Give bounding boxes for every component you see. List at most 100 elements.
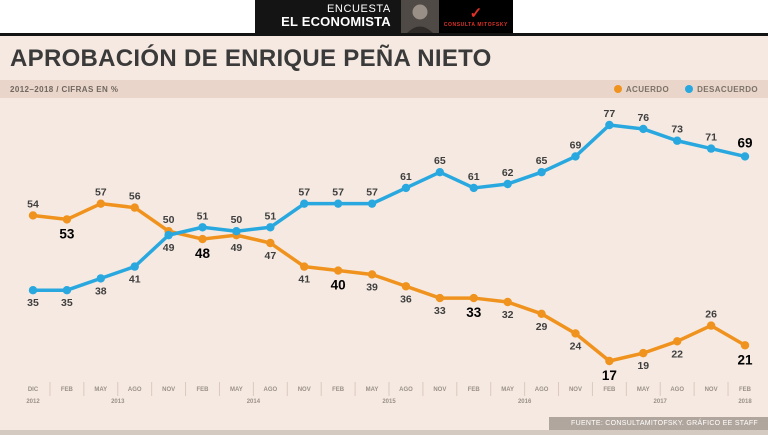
x-axis-year-label: 2016 <box>518 399 532 405</box>
masthead: ENCUESTA EL ECONOMISTA ✓ CONSULTA MITOFS… <box>255 0 513 33</box>
data-point-desacuerdo <box>266 223 275 232</box>
value-label-acuerdo: 54 <box>27 198 39 210</box>
data-point-acuerdo <box>672 337 682 346</box>
x-axis-month-label: MAY <box>230 387 243 393</box>
data-point-desacuerdo <box>401 183 411 193</box>
value-label-desacuerdo: 35 <box>27 297 39 309</box>
subtitle: 2012–2018 / CIFRAS EN % <box>10 84 119 94</box>
legend-item-desacuerdo: DESACUERDO <box>685 85 758 94</box>
data-point-acuerdo <box>333 266 343 275</box>
mitofsky-logo-text: CONSULTA MITOFSKY <box>443 21 508 28</box>
x-axis-month-label: MAY <box>366 387 379 393</box>
value-label-desacuerdo: 65 <box>536 155 548 167</box>
value-label-acuerdo: 19 <box>637 360 649 372</box>
chart-area: DIC FEB MAY AGO NOV FEB MAY AGO NOV FEB MAY AGO NOV F… <box>0 98 768 420</box>
data-point-desacuerdo <box>198 223 207 232</box>
series-line-desacuerdo <box>31 123 747 292</box>
legend-dot-desacuerdo <box>685 85 694 93</box>
x-axis-month-label: AGO <box>399 387 413 393</box>
data-point-acuerdo <box>300 262 309 271</box>
x-axis-month-label: FEB <box>739 387 752 393</box>
photo-silhouette-icon <box>400 0 439 33</box>
value-label-desacuerdo: 50 <box>231 214 243 226</box>
masthead-encuesta: ENCUESTA <box>326 3 391 16</box>
value-label-desacuerdo: 61 <box>400 171 412 183</box>
x-axis-month-label: FEB <box>332 387 345 393</box>
value-label-acuerdo: 29 <box>536 321 548 333</box>
value-label-acuerdo: 39 <box>366 281 378 293</box>
data-point-desacuerdo <box>537 168 546 177</box>
legend-dot-acuerdo <box>613 85 622 93</box>
data-point-acuerdo <box>28 211 38 220</box>
x-axis-year-label: 2012 <box>26 399 40 405</box>
value-label-desacuerdo: 57 <box>298 187 310 199</box>
data-point-desacuerdo <box>605 120 614 130</box>
value-label-acuerdo: 21 <box>737 352 753 367</box>
data-point-desacuerdo <box>28 286 38 295</box>
value-label-desacuerdo: 62 <box>502 167 514 179</box>
data-point-acuerdo <box>503 297 512 307</box>
data-point-acuerdo <box>62 215 72 224</box>
value-label-desacuerdo: 57 <box>366 187 378 199</box>
bottom-strip <box>0 430 768 435</box>
value-label-desacuerdo: 65 <box>434 155 446 167</box>
value-label-acuerdo: 26 <box>705 309 717 321</box>
x-axis-month-label: MAY <box>94 387 107 393</box>
data-point-desacuerdo <box>503 179 512 189</box>
series-line-acuerdo <box>31 201 747 363</box>
data-point-desacuerdo <box>164 230 173 240</box>
value-label-acuerdo: 57 <box>95 187 107 199</box>
value-label-desacuerdo: 51 <box>264 210 276 222</box>
data-point-desacuerdo <box>130 262 139 271</box>
value-label-acuerdo: 33 <box>434 305 446 317</box>
x-axis-month-label: FEB <box>603 387 616 393</box>
x-axis-year-label: 2015 <box>382 399 396 405</box>
data-point-desacuerdo <box>62 286 72 295</box>
x-axis-year-label: 2018 <box>738 399 752 405</box>
value-label-acuerdo: 40 <box>331 278 346 293</box>
data-point-desacuerdo <box>740 152 750 161</box>
value-label-acuerdo: 50 <box>163 214 175 226</box>
value-label-acuerdo: 53 <box>59 226 75 241</box>
x-axis-month-label: AGO <box>128 387 142 393</box>
data-point-desacuerdo <box>367 199 377 208</box>
data-point-acuerdo <box>266 238 275 248</box>
value-label-acuerdo: 33 <box>466 305 482 320</box>
anchor-photo <box>400 0 439 33</box>
data-point-desacuerdo <box>672 136 682 145</box>
data-point-acuerdo <box>367 270 377 279</box>
data-point-acuerdo <box>639 348 648 358</box>
checkmark-icon: ✓ <box>469 4 483 22</box>
data-point-desacuerdo <box>333 199 343 208</box>
data-point-desacuerdo <box>96 274 106 283</box>
x-axis-month-label: FEB <box>61 387 74 393</box>
subtitle-bar: 2012–2018 / CIFRAS EN % ACUERDO DESACUER… <box>0 80 768 98</box>
page-title: APROBACIÓN DE ENRIQUE PEÑA NIETO <box>10 45 492 72</box>
x-axis-month-label: MAY <box>501 387 514 393</box>
legend-item-acuerdo: ACUERDO <box>613 84 670 94</box>
value-label-desacuerdo: 77 <box>604 108 616 120</box>
value-label-acuerdo: 48 <box>195 246 211 261</box>
data-point-acuerdo <box>130 203 139 212</box>
value-label-acuerdo: 49 <box>231 242 243 254</box>
legend: ACUERDO DESACUERDO <box>613 84 758 94</box>
legend-label-acuerdo: ACUERDO <box>625 84 670 94</box>
x-axis-month-label: NOV <box>569 387 582 393</box>
data-point-acuerdo <box>605 356 614 366</box>
data-point-desacuerdo <box>571 152 580 161</box>
value-label-desacuerdo: 69 <box>570 139 582 151</box>
data-point-acuerdo <box>435 293 445 303</box>
value-label-acuerdo: 22 <box>671 348 683 360</box>
x-axis-month-label: AGO <box>670 387 684 393</box>
value-label-acuerdo: 41 <box>298 274 310 286</box>
approval-line-chart: DIC FEB MAY AGO NOV FEB MAY AGO NOV FEB MAY AGO NOV F… <box>26 108 753 405</box>
value-label-desacuerdo: 38 <box>95 285 107 297</box>
data-point-acuerdo <box>96 199 106 208</box>
data-point-desacuerdo <box>639 124 648 134</box>
data-point-acuerdo <box>537 309 546 318</box>
value-label-acuerdo: 24 <box>570 340 582 352</box>
data-point-acuerdo <box>401 282 411 291</box>
mitofsky-logo: ✓ CONSULTA MITOFSKY <box>438 0 513 33</box>
x-axis-month-label: MAY <box>637 387 650 393</box>
